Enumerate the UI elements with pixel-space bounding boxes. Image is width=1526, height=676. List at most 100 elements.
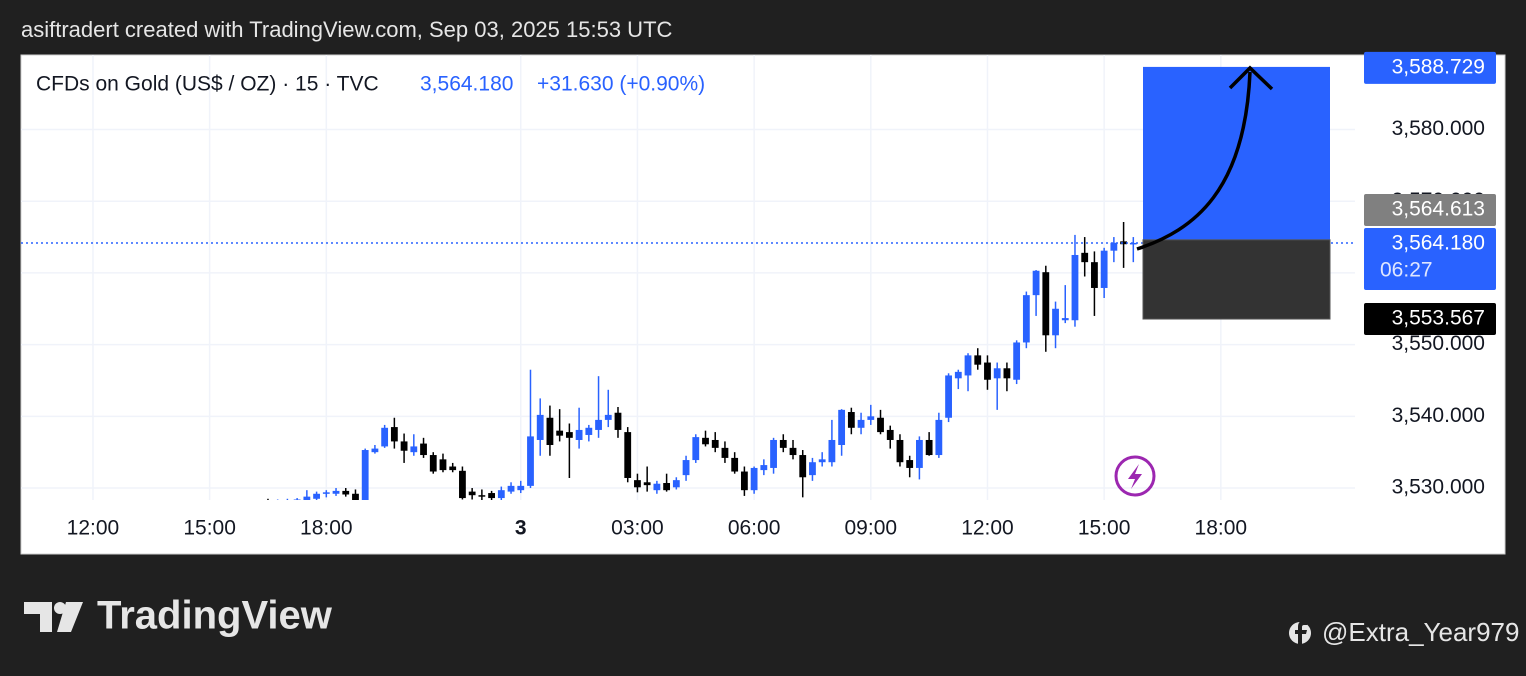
candle-body <box>1042 272 1050 336</box>
candle-body <box>517 485 525 491</box>
candle-body <box>488 493 495 499</box>
candle-body <box>575 429 583 440</box>
y-tick-label: 3,540.000 <box>1392 404 1485 427</box>
candle-body <box>935 419 943 456</box>
candle-body <box>711 439 719 448</box>
legend-price: 3,564.180 <box>420 73 513 96</box>
candle-body <box>381 427 389 447</box>
candle-body <box>993 368 1001 379</box>
x-tick-label: 06:00 <box>728 517 781 540</box>
candle-body <box>303 496 311 500</box>
candle-body <box>449 466 457 471</box>
candle-body <box>1129 242 1137 245</box>
x-tick-label: 12:00 <box>961 517 1014 540</box>
candle-body <box>1110 242 1118 251</box>
candle-body <box>799 455 807 478</box>
candle-body <box>527 436 534 486</box>
entry-label-box <box>1364 194 1496 226</box>
candle-body <box>974 355 982 365</box>
candle-body <box>420 443 427 456</box>
candle-body <box>760 465 768 471</box>
candle-body <box>1091 262 1098 288</box>
candle-body <box>293 499 301 500</box>
candle-body <box>1081 252 1089 263</box>
candle-body <box>556 430 564 436</box>
candle-body <box>1120 241 1127 245</box>
plot-area <box>21 222 1355 500</box>
candle-body <box>400 441 408 451</box>
candle-body <box>682 460 690 476</box>
candle-body <box>740 471 748 491</box>
alert-icon <box>1114 455 1156 497</box>
candle-body <box>945 375 952 418</box>
candle-body <box>1022 295 1030 343</box>
candle-body <box>750 467 758 491</box>
candle-body <box>1052 308 1059 336</box>
candle-body <box>565 432 573 438</box>
candle-body <box>789 447 797 456</box>
candle-body <box>672 480 680 488</box>
candle-body <box>468 491 476 496</box>
stop-label: 3,553.567 <box>1392 307 1485 330</box>
candle-body <box>809 462 816 476</box>
candle-body <box>371 448 379 453</box>
candle-body <box>1100 250 1108 288</box>
candle-body <box>731 457 739 472</box>
candle-body <box>507 485 515 492</box>
stop-zone <box>1142 239 1331 320</box>
y-tick-label: 3,580.000 <box>1392 117 1485 140</box>
candle-body <box>954 371 962 379</box>
candle-body <box>536 414 544 440</box>
candle-body <box>1061 318 1069 321</box>
candle-body <box>478 495 486 497</box>
y-tick-label: 3,530.000 <box>1392 476 1485 499</box>
candle-body <box>770 439 777 468</box>
x-tick-label: 18:00 <box>300 517 353 540</box>
candle-body <box>663 483 671 491</box>
candle-body <box>867 416 875 420</box>
candle-body <box>634 480 641 488</box>
candle-body <box>624 432 632 478</box>
candle-body <box>614 412 622 430</box>
candle-body <box>1071 254 1079 321</box>
candle-body <box>886 429 894 440</box>
candle-body <box>838 409 846 446</box>
candle-body <box>546 417 554 446</box>
legend: CFDs on Gold (US$ / OZ) · 15 · TVC 3,564… <box>36 73 705 96</box>
candle-body <box>896 439 904 463</box>
candle-body <box>585 427 593 435</box>
candle-body <box>877 417 884 433</box>
x-tick-label: 09:00 <box>845 517 898 540</box>
handle: @Extra_Year979 <box>1322 617 1519 647</box>
candle-body <box>925 439 933 456</box>
target-label: 3,588.729 <box>1392 55 1485 78</box>
candle-body <box>818 459 826 463</box>
candle-body <box>604 414 612 420</box>
target-label-box <box>1364 51 1496 84</box>
candle-body <box>439 459 447 471</box>
x-tick-label: 15:00 <box>1078 517 1131 540</box>
candle-body <box>1013 342 1021 380</box>
credit: asiftradert created with TradingView.com… <box>21 17 673 42</box>
x-tick-label: 3 <box>515 517 527 540</box>
candle-body <box>653 483 661 491</box>
candle-body <box>1003 368 1011 379</box>
candle-body <box>702 437 709 445</box>
social: @Extra_Year979 <box>1289 617 1519 647</box>
candle-body <box>595 419 602 430</box>
candle-body <box>459 470 466 499</box>
candle-body <box>643 482 651 486</box>
candle-body <box>692 437 700 461</box>
candle-body <box>779 439 787 448</box>
candle-body <box>342 490 350 495</box>
candle-body <box>322 492 330 494</box>
candle-body <box>857 419 865 428</box>
countdown: 06:27 <box>1380 259 1433 282</box>
candle-body <box>313 493 320 499</box>
last-price-label-box <box>1364 228 1496 290</box>
candle-body <box>964 355 972 376</box>
y-tick-label: 3,550.000 <box>1392 332 1485 355</box>
entry-label: 3,564.613 <box>1392 198 1485 221</box>
